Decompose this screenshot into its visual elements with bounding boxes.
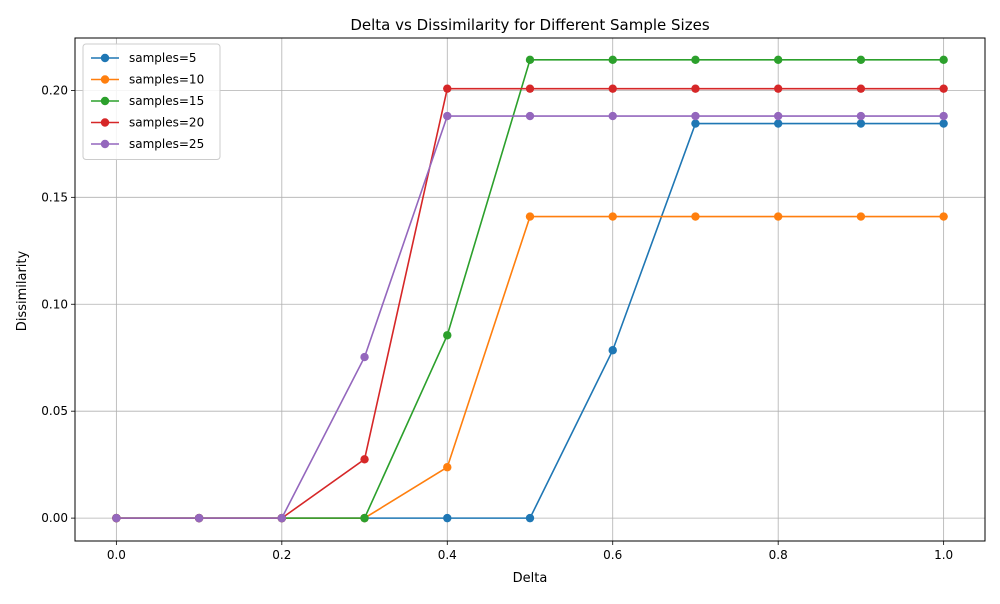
legend-swatch-marker: [100, 139, 110, 149]
x-tick-label: 0.0: [107, 548, 126, 562]
data-point: [608, 111, 617, 121]
data-point: [112, 513, 121, 523]
series-line: [116, 115, 944, 519]
series-2: [112, 212, 948, 523]
data-point: [773, 84, 783, 93]
data-point: [773, 119, 783, 128]
data-point: [443, 463, 452, 472]
data-point: [773, 212, 783, 221]
data-point: [691, 111, 700, 121]
legend-item: samples=10: [91, 73, 204, 87]
data-point: [443, 84, 452, 93]
x-tick-label: 0.4: [438, 548, 457, 562]
data-point: [525, 111, 535, 121]
data-point: [608, 55, 617, 65]
legend-swatch-marker: [100, 75, 110, 84]
x-axis-title: Delta: [513, 571, 548, 586]
data-point: [443, 331, 452, 340]
data-point: [773, 111, 783, 121]
data-point: [856, 212, 866, 221]
data-point: [360, 513, 369, 523]
legend-label: samples=10: [129, 73, 204, 87]
data-point: [939, 55, 948, 65]
series-5: [112, 111, 948, 523]
data-point: [856, 84, 866, 93]
y-tick-label: 0.20: [41, 83, 68, 97]
data-point: [360, 352, 369, 362]
x-tick-label: 1.0: [934, 548, 953, 562]
x-tick-label: 0.6: [603, 548, 622, 562]
data-point: [691, 84, 700, 93]
data-point: [608, 346, 617, 355]
series-line: [116, 122, 944, 519]
data-point: [360, 455, 369, 464]
series-4: [112, 84, 948, 523]
data-point: [277, 513, 287, 523]
legend-item: samples=20: [91, 116, 204, 130]
y-tick-label: 0.05: [41, 404, 68, 418]
series-group: [112, 55, 948, 523]
data-point: [939, 119, 948, 128]
data-point: [939, 111, 948, 121]
data-point: [856, 111, 866, 121]
data-point: [525, 55, 535, 65]
data-point: [939, 212, 948, 221]
data-point: [443, 513, 452, 523]
data-point: [856, 55, 866, 65]
x-tick-label: 0.2: [272, 548, 291, 562]
legend-swatch-marker: [100, 96, 110, 106]
legend-swatch-marker: [100, 118, 110, 127]
legend-label: samples=20: [129, 116, 204, 130]
data-point: [773, 55, 783, 65]
series-1: [112, 119, 948, 523]
y-tick-label: 0.15: [41, 190, 68, 204]
data-point: [856, 119, 866, 128]
y-tick-label: 0.00: [41, 511, 68, 525]
data-point: [525, 513, 535, 523]
data-point: [443, 111, 452, 121]
data-point: [691, 119, 700, 128]
data-point: [608, 84, 617, 93]
legend-swatch-marker: [100, 53, 110, 63]
legend-box: [82, 43, 221, 160]
data-point: [525, 84, 535, 93]
plot-frame: [74, 37, 986, 542]
y-tick-label: 0.10: [41, 297, 68, 311]
legend: samples=5 samples=10 samples=15 samples=20 s…: [82, 43, 221, 160]
legend-label: samples=15: [129, 94, 204, 108]
series-line: [116, 59, 944, 519]
data-point: [691, 55, 700, 65]
x-tick-label: 0.8: [769, 548, 788, 562]
legend-item: samples=5: [91, 51, 197, 65]
series-line: [116, 87, 944, 519]
data-point: [608, 212, 617, 221]
data-point: [939, 84, 948, 93]
legend-item: samples=15: [91, 94, 204, 108]
legend-label: samples=25: [129, 137, 204, 151]
data-point: [691, 212, 700, 221]
ticks: 0.0 0.2 0.4 0.6 0.8 1.0 0.00 0.05 0.10 0.15 0.20: [41, 83, 953, 562]
legend-item: samples=25: [91, 137, 204, 151]
chart-title: Delta vs Dissimilarity for Different Sam…: [350, 16, 709, 34]
series-3: [112, 55, 948, 523]
legend-label: samples=5: [129, 51, 197, 65]
data-point: [194, 513, 204, 523]
y-axis-title: Dissimilarity: [15, 251, 30, 332]
series-line: [116, 215, 944, 519]
data-point: [525, 212, 535, 221]
